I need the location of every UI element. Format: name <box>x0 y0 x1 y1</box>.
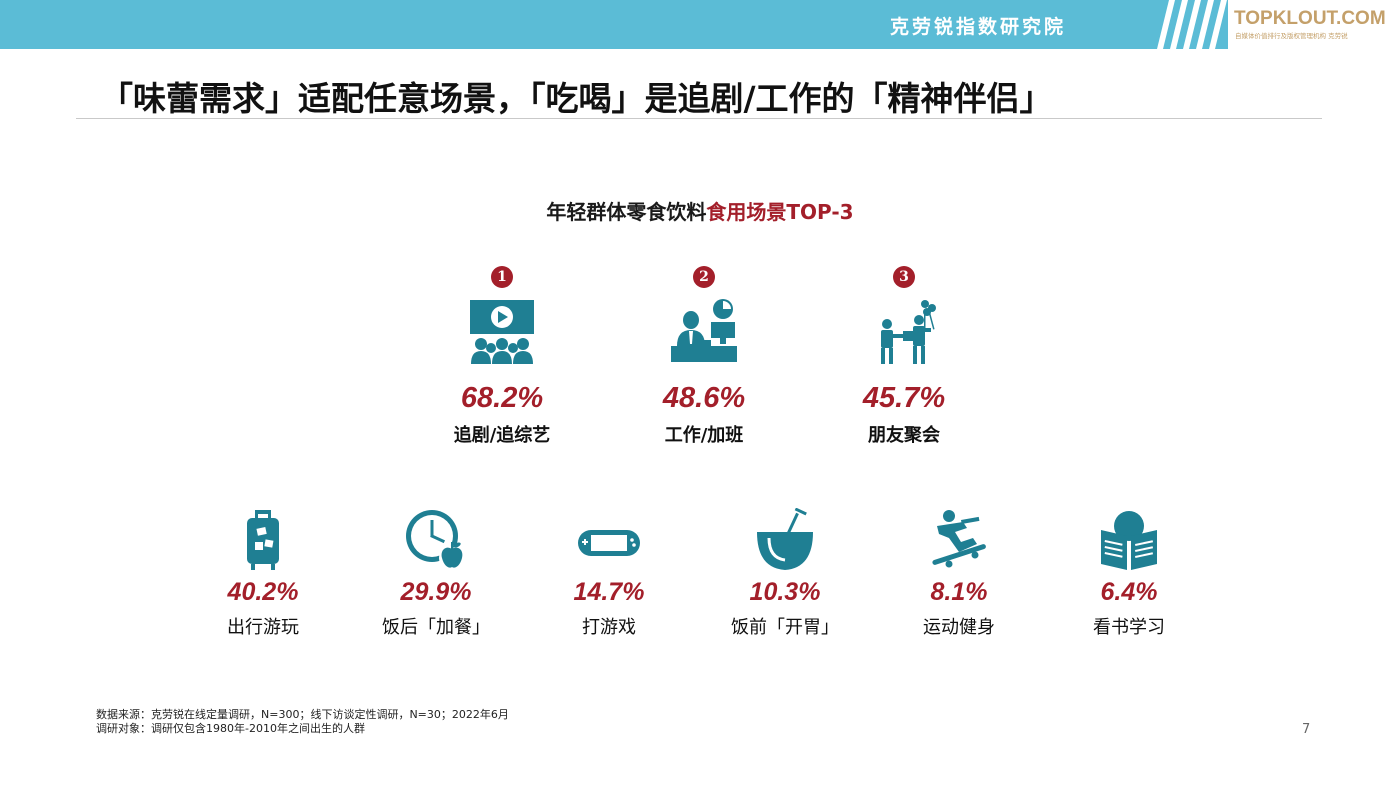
footnote-source: 数据来源：克劳锐在线定量调研，N=300；线下访谈定性调研，N=30；2022年… <box>96 708 509 721</box>
scene-after-meal: 29.9% 饭后「加餐」 <box>356 508 516 639</box>
office-worker-icon <box>671 299 737 362</box>
scene-percentage: 40.2% <box>227 578 299 606</box>
scene-label: 朋友聚会 <box>868 425 940 446</box>
rank-badge: 3 <box>893 266 915 288</box>
header-stripes-decoration <box>1157 0 1227 49</box>
page-number: 7 <box>1302 722 1311 737</box>
scene-percentage: 8.1% <box>930 578 988 606</box>
luggage-icon <box>247 510 279 570</box>
scene-percentage: 48.6% <box>662 382 746 414</box>
topklout-logo: TOPKLOUT.COM 自媒体价值排行及版权管理机构 克劳锐 <box>1228 0 1400 49</box>
scene-label: 运动健身 <box>923 617 995 638</box>
scene-percentage: 45.7% <box>862 382 946 414</box>
logo-subtext: 自媒体价值排行及版权管理机构 克劳锐 <box>1235 32 1348 40</box>
title-divider <box>76 118 1322 119</box>
clock-apple-icon <box>406 510 465 571</box>
scene-label: 出行游玩 <box>227 617 299 638</box>
scene-percentage: 14.7% <box>573 578 645 606</box>
scene-exercise: 8.1% 运动健身 <box>879 508 1039 639</box>
scene-percentage: 6.4% <box>1100 578 1158 606</box>
scene-travel: 40.2% 出行游玩 <box>183 508 343 639</box>
skateboard-icon <box>932 510 986 568</box>
rank-badge: 2 <box>693 266 715 288</box>
logo-text: TOPKLOUT.COM <box>1234 8 1386 29</box>
scene-percentage: 29.9% <box>400 578 472 606</box>
rank-badge: 1 <box>491 266 513 288</box>
scene-study: 6.4% 看书学习 <box>1049 508 1209 639</box>
movie-audience-icon <box>470 300 534 364</box>
scene-label: 饭前「开胃」 <box>731 617 839 638</box>
friends-party-icon <box>881 300 936 364</box>
header-bar: 克劳锐指数研究院 TOPKLOUT.COM 自媒体价值排行及版权管理机构 克劳锐 <box>0 0 1400 49</box>
coconut-drink-icon <box>757 508 813 570</box>
data-source-footnote: 数据来源：克劳锐在线定量调研，N=300；线下访谈定性调研，N=30；2022年… <box>96 708 509 736</box>
reading-icon <box>1101 511 1157 570</box>
brand-name: 克劳锐指数研究院 <box>890 16 1067 38</box>
scene-label: 工作/加班 <box>664 425 744 446</box>
footnote-subjects: 调研对象：调研仅包含1980年-2010年之间出生的人群 <box>96 722 365 735</box>
scene-label: 看书学习 <box>1093 617 1165 638</box>
scene-label: 饭后「加餐」 <box>382 617 490 638</box>
top-scene-3: 3 45.7% 朋友聚会 <box>804 266 1004 447</box>
scene-gaming: 14.7% 打游戏 <box>529 508 689 639</box>
subtitle-highlight: 食用场景TOP-3 <box>706 200 854 224</box>
scene-label: 打游戏 <box>582 617 636 638</box>
scene-before-meal: 10.3% 饭前「开胃」 <box>705 508 865 639</box>
top-scene-2: 2 48.6% 工作/加班 <box>604 266 804 447</box>
scene-percentage: 10.3% <box>749 578 821 606</box>
subtitle-prefix: 年轻群体零食饮料 <box>546 200 707 224</box>
top-scene-1: 1 68.2% 追剧/追综艺 <box>402 266 602 447</box>
scene-percentage: 68.2% <box>460 382 544 414</box>
page-title: 「味蕾需求」适配任意场景，「吃喝」是追剧/工作的「精神伴侣」 <box>100 79 1053 118</box>
game-console-icon <box>578 530 640 556</box>
section-subtitle: 年轻群体零食饮料食用场景TOP-3 <box>0 196 1400 225</box>
scene-label: 追剧/追综艺 <box>453 425 551 446</box>
